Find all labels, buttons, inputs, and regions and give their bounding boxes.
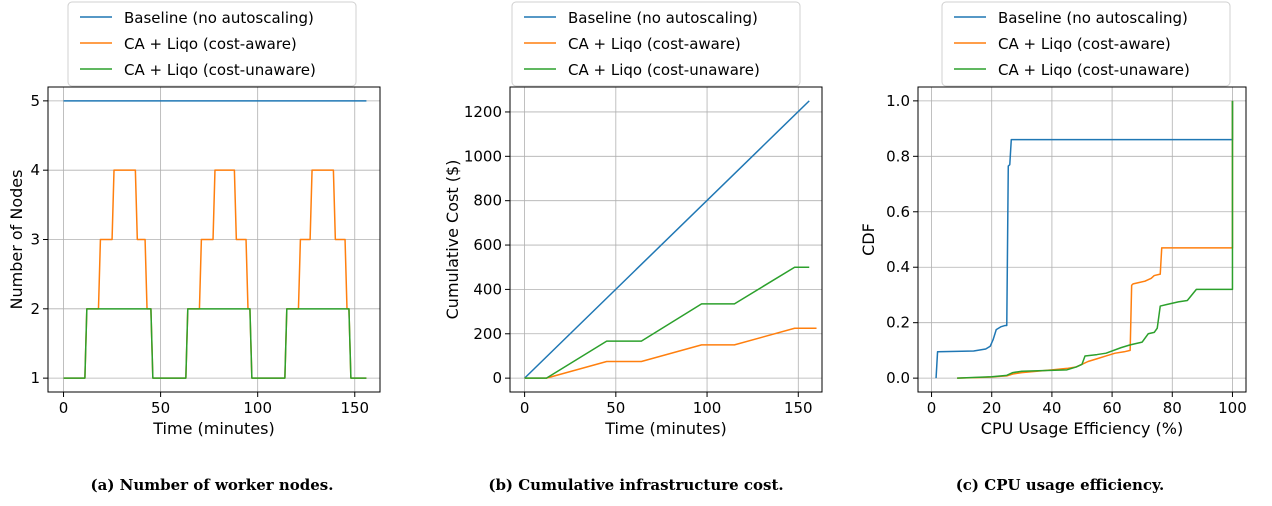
y-tick-label: 4 xyxy=(30,161,40,179)
y-tick-label: 1 xyxy=(30,369,40,387)
y-axis-label: Cumulative Cost ($) xyxy=(443,160,462,320)
legend-box xyxy=(67,1,357,87)
y-tick-label: 600 xyxy=(473,236,502,254)
y-tick-label: 0.2 xyxy=(886,314,910,332)
series-line-cost-aware xyxy=(63,169,367,379)
legend-entry: Baseline (no autoscaling) xyxy=(568,9,758,27)
y-tick-label: 0.8 xyxy=(886,147,910,165)
legend-entry: CA + Liqo (cost-unaware) xyxy=(124,61,316,79)
legend-entry: CA + Liqo (cost-aware) xyxy=(568,35,741,53)
y-tick-label: 0.0 xyxy=(886,369,910,387)
y-tick-label: 0.6 xyxy=(886,203,910,221)
legend-entry: CA + Liqo (cost-aware) xyxy=(124,35,297,53)
x-tick-label: 40 xyxy=(1042,399,1061,417)
y-tick-label: 200 xyxy=(473,325,502,343)
x-tick-label: 100 xyxy=(243,399,272,417)
chart-cdf: 0 20 40 60 80 100 0.0 0.2 0.4 0.6 0.8 1.0 CPU Usage … xyxy=(859,1,1247,438)
x-tick-label: 60 xyxy=(1103,399,1122,417)
legend-entry: CA + Liqo (cost-unaware) xyxy=(568,61,760,79)
chart-cost: 0 50 100 150 0 200 400 600 800 1000 1200 Time (minu… xyxy=(443,1,823,438)
x-axis-label: Time (minutes) xyxy=(604,419,727,438)
y-tick-label: 800 xyxy=(473,192,502,210)
x-tick-label: 50 xyxy=(151,399,170,417)
panel-b: 0 50 100 150 0 200 400 600 800 1000 1200 Time (minu… xyxy=(424,0,848,506)
x-tick-label: 150 xyxy=(340,399,369,417)
x-axis-label: Time (minutes) xyxy=(152,419,275,438)
y-tick-label: 400 xyxy=(473,280,502,298)
legend-box xyxy=(941,1,1231,87)
series-line-baseline xyxy=(935,100,1234,379)
y-tick-label: 5 xyxy=(30,92,40,110)
series-line-cost-unaware xyxy=(524,266,810,379)
chart-nodes: 0 50 100 150 1 2 3 4 5 Time (minutes) Number of No… xyxy=(7,1,381,438)
legend: Baseline (no autoscaling) CA + Liqo (cost… xyxy=(67,1,357,87)
caption-a: (a) Number of worker nodes. xyxy=(90,476,334,494)
x-tick-label: 150 xyxy=(784,399,813,417)
x-axis-label: CPU Usage Efficiency (%) xyxy=(981,419,1183,438)
legend-entry: Baseline (no autoscaling) xyxy=(998,9,1188,27)
plot-frame xyxy=(917,86,1247,393)
series-line-baseline xyxy=(524,100,810,379)
y-tick-label: 1000 xyxy=(464,147,502,165)
plot-frame xyxy=(509,86,823,393)
x-tick-label: 0 xyxy=(59,399,69,417)
caption-b: (b) Cumulative infrastructure cost. xyxy=(488,476,784,494)
x-tick-label: 80 xyxy=(1163,399,1182,417)
legend-box xyxy=(511,1,801,87)
legend-entry: Baseline (no autoscaling) xyxy=(124,9,314,27)
legend: Baseline (no autoscaling) CA + Liqo (cost… xyxy=(511,1,801,87)
legend-entry: CA + Liqo (cost-aware) xyxy=(998,35,1171,53)
y-tick-label: 1200 xyxy=(464,103,502,121)
series-line-cost-unaware xyxy=(63,308,367,379)
panel-a: 0 50 100 150 1 2 3 4 5 Time (minutes) Number of No… xyxy=(0,0,424,506)
caption-c: (c) CPU usage efficiency. xyxy=(955,476,1165,494)
x-tick-label: 100 xyxy=(693,399,722,417)
y-tick-label: 0.4 xyxy=(886,258,910,276)
series-line-cost-aware xyxy=(524,327,817,379)
x-tick-label: 20 xyxy=(982,399,1001,417)
x-tick-label: 0 xyxy=(520,399,530,417)
y-tick-label: 1.0 xyxy=(886,92,910,110)
y-tick-label: 0 xyxy=(492,369,502,387)
x-tick-label: 100 xyxy=(1218,399,1247,417)
legend-entry: CA + Liqo (cost-unaware) xyxy=(998,61,1190,79)
y-tick-label: 3 xyxy=(30,231,40,249)
y-axis-label: CDF xyxy=(859,223,878,256)
x-tick-label: 0 xyxy=(927,399,937,417)
panel-c: 0 20 40 60 80 100 0.0 0.2 0.4 0.6 0.8 1.0 CPU Usage … xyxy=(848,0,1272,506)
y-axis-label: Number of Nodes xyxy=(7,170,26,310)
x-tick-label: 50 xyxy=(606,399,625,417)
y-tick-label: 2 xyxy=(30,300,40,318)
series-line-cost-aware xyxy=(957,100,1234,379)
series-line-cost-unaware xyxy=(957,100,1234,379)
legend: Baseline (no autoscaling) CA + Liqo (cost… xyxy=(941,1,1231,87)
